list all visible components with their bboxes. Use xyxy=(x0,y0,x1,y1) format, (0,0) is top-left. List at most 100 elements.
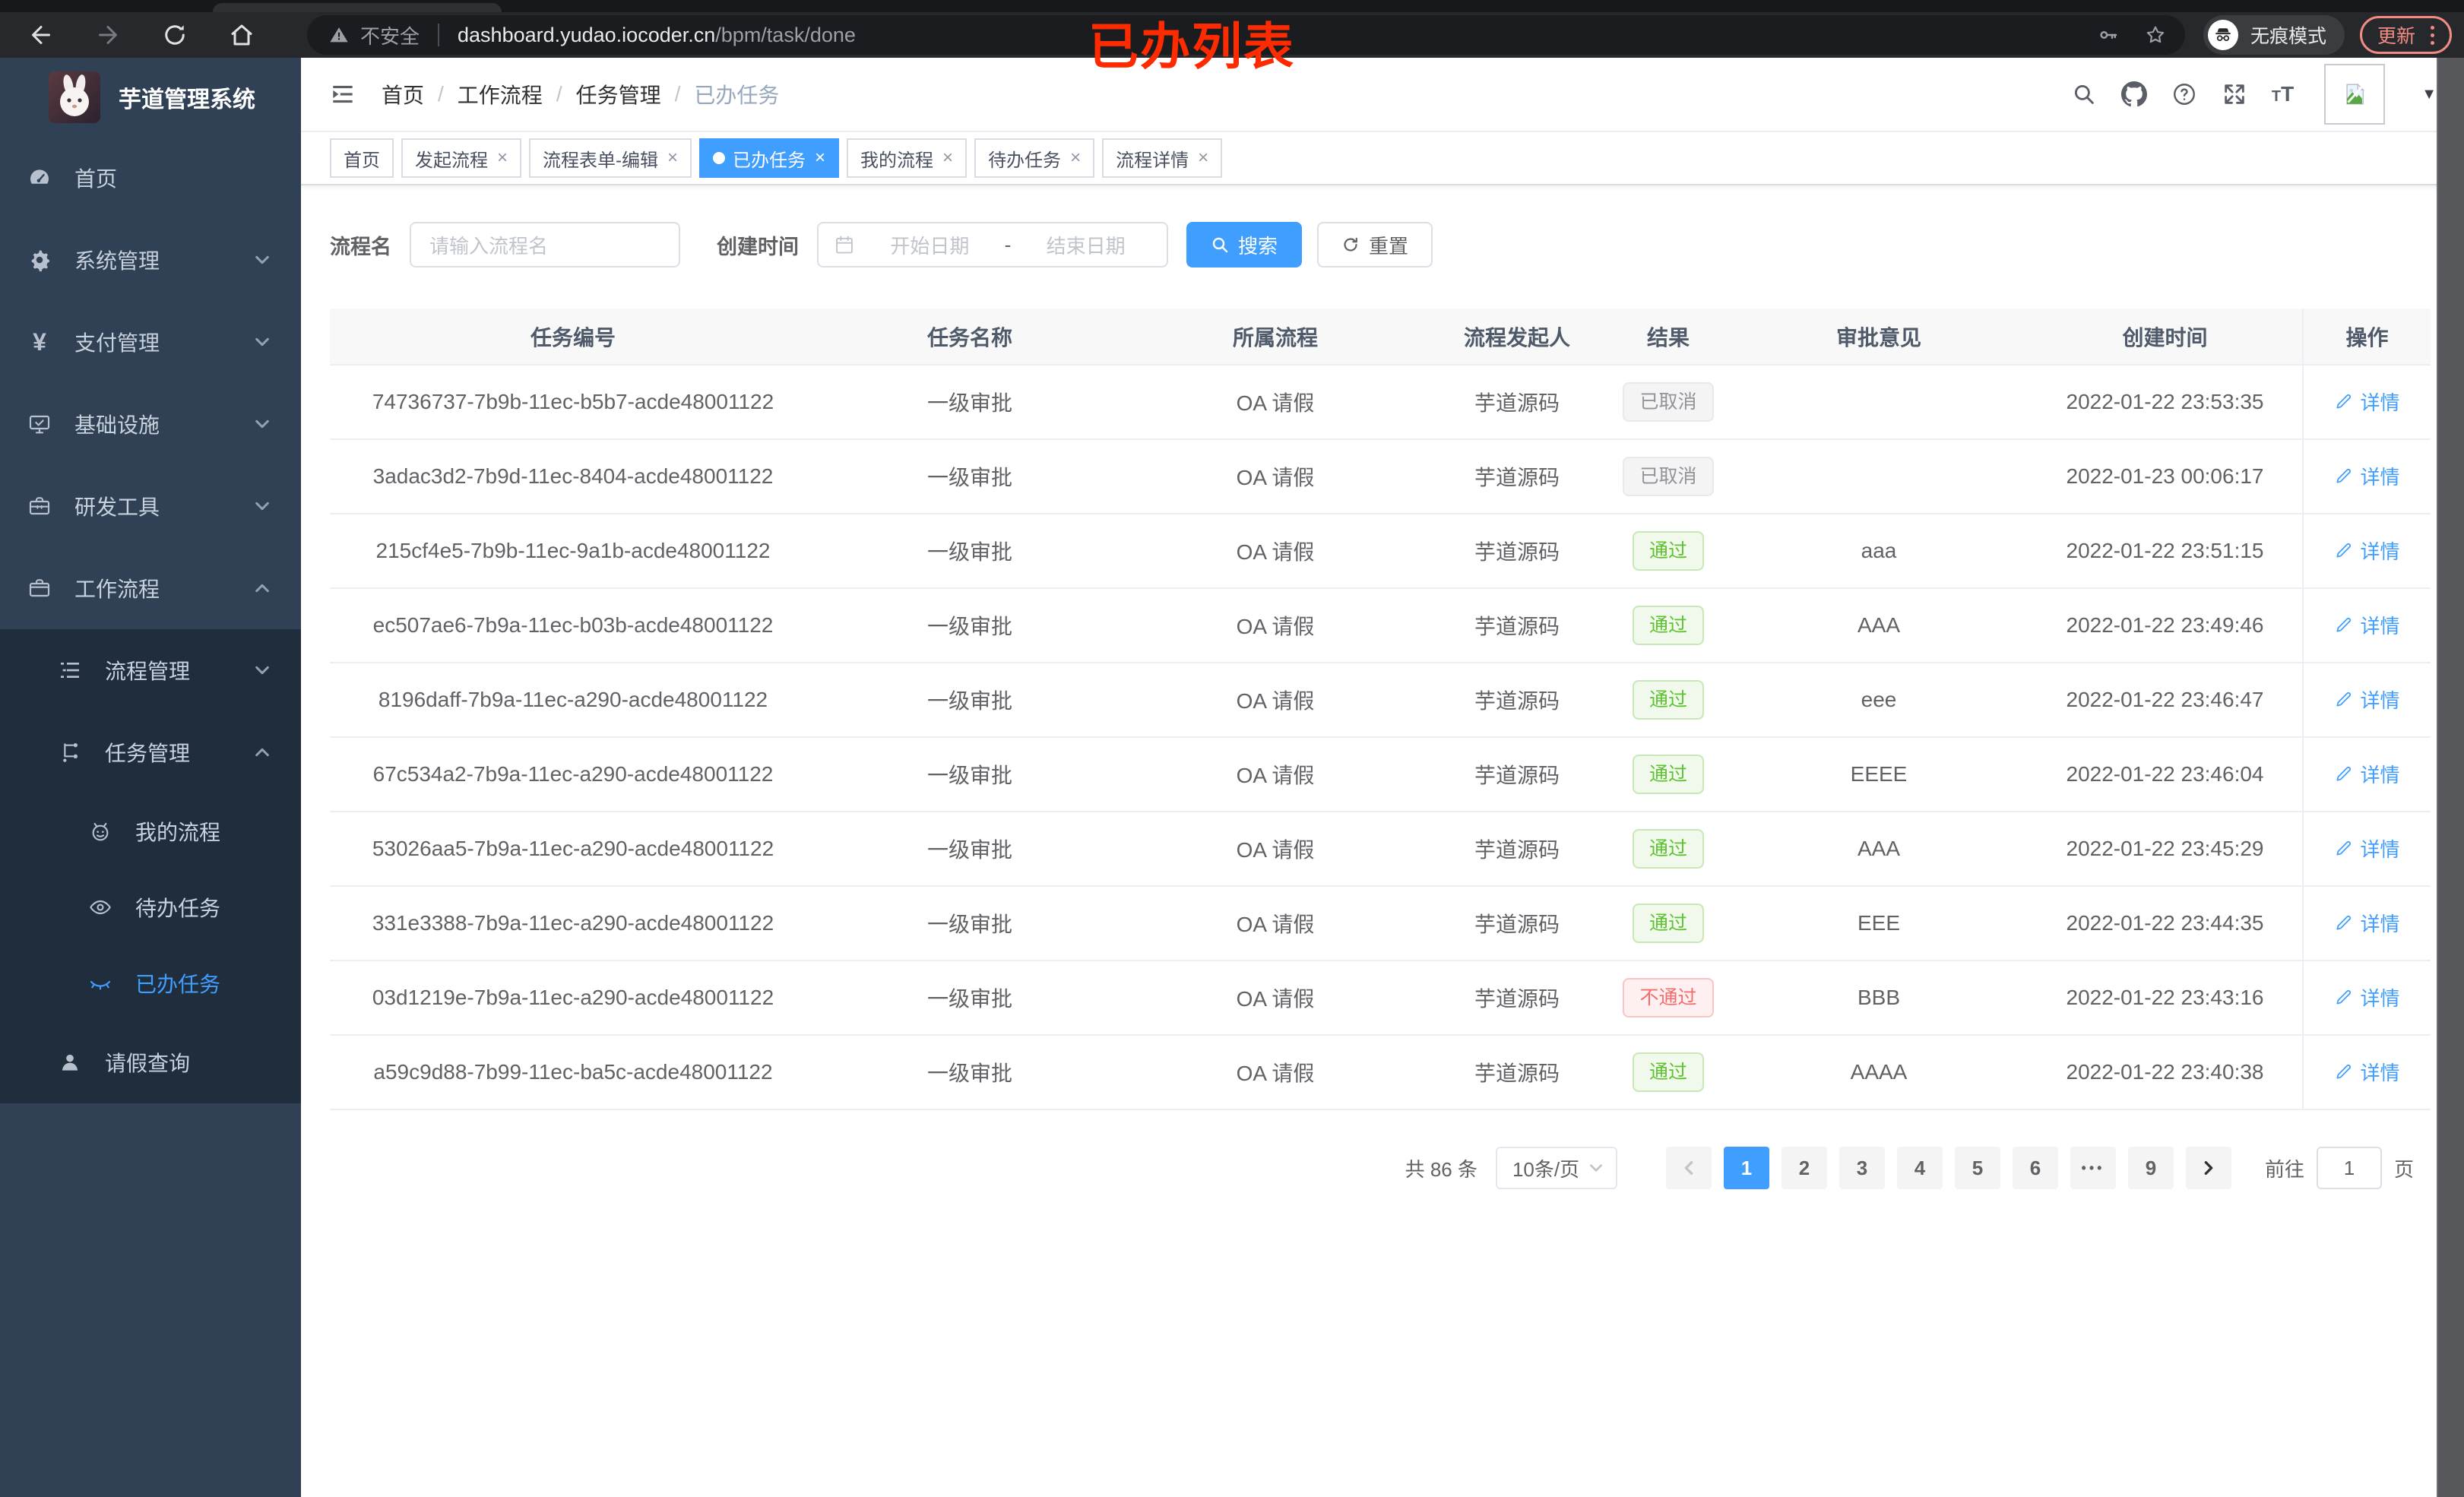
page-button[interactable]: 6 xyxy=(2012,1147,2058,1189)
process-name-input[interactable]: 请输入流程名 xyxy=(410,222,680,267)
sidebar-item-task-mgmt[interactable]: 任务管理 xyxy=(0,711,301,793)
table-row: ec507ae6-7b9a-11ec-b03b-acde48001122 一级审批… xyxy=(330,588,2431,663)
date-range-input[interactable]: 开始日期 - 结束日期 xyxy=(817,222,1168,267)
page-button[interactable]: 4 xyxy=(1896,1147,1943,1189)
tag-tab-done-tasks[interactable]: 已办任务 × xyxy=(699,138,840,178)
result-badge: 不通过 xyxy=(1623,978,1714,1018)
bookmark-star-icon[interactable] xyxy=(2144,24,2167,46)
detail-button[interactable]: 详情 xyxy=(2334,611,2400,639)
detail-button[interactable]: 详情 xyxy=(2334,909,2400,937)
tag-tab-home[interactable]: 首页 xyxy=(330,138,394,178)
browser-tabstrip xyxy=(0,0,2464,12)
sidebar-item-pay[interactable]: ¥ 支付管理 xyxy=(0,301,301,383)
sidebar-item-todo-tasks[interactable]: 待办任务 xyxy=(0,869,301,945)
done-task-table: 任务编号 任务名称 所属流程 流程发起人 结果 审批意见 创建时间 操作 xyxy=(330,309,2431,1110)
table-row: a59c9d88-7b99-11ec-ba5c-acde48001122 一级审批… xyxy=(330,1035,2431,1110)
sidebar-item-my-process[interactable]: 我的流程 xyxy=(0,793,301,869)
detail-button[interactable]: 详情 xyxy=(2334,536,2400,565)
update-button[interactable]: 更新 xyxy=(2359,16,2452,54)
avatar-caret-icon[interactable]: ▼ xyxy=(2421,85,2437,103)
tag-tab-form-edit[interactable]: 流程表单-编辑 × xyxy=(529,138,692,178)
close-icon[interactable]: × xyxy=(1198,147,1209,168)
process-name-label: 流程名 xyxy=(330,235,391,258)
address-bar[interactable]: 不安全 dashboard.yudao.iocoder.cn/bpm/task/… xyxy=(307,15,2185,55)
font-size-icon[interactable]: TT xyxy=(2271,82,2295,106)
edit-pen-icon xyxy=(2336,767,2352,781)
more-pages-button[interactable]: ••• xyxy=(2070,1147,2116,1189)
app-logo[interactable]: 芋道管理系统 xyxy=(0,58,301,137)
col-task-id: 任务编号 xyxy=(330,309,816,366)
sidebar-item-system[interactable]: 系统管理 xyxy=(0,219,301,301)
close-icon[interactable]: × xyxy=(942,147,954,168)
tag-tab-process-detail[interactable]: 流程详情 × xyxy=(1102,138,1223,178)
tag-tab-start-process[interactable]: 发起流程 × xyxy=(401,138,522,178)
page-button[interactable]: 3 xyxy=(1838,1147,1885,1189)
page-button[interactable]: 2 xyxy=(1781,1147,1827,1189)
page-button[interactable]: 9 xyxy=(2127,1147,2174,1189)
yen-icon: ¥ xyxy=(33,328,46,356)
github-icon[interactable] xyxy=(2120,81,2147,107)
incognito-badge: 无痕模式 xyxy=(2203,15,2345,55)
detail-button[interactable]: 详情 xyxy=(2334,462,2400,490)
breadcrumb-home[interactable]: 首页 xyxy=(382,84,425,107)
prev-page-button[interactable] xyxy=(1665,1147,1712,1189)
detail-button[interactable]: 详情 xyxy=(2334,834,2400,862)
end-date-field[interactable]: 结束日期 xyxy=(1046,234,1126,258)
tree-list-icon xyxy=(58,658,82,682)
start-date-field[interactable]: 开始日期 xyxy=(890,234,970,258)
browser-tab[interactable] xyxy=(213,3,502,12)
not-secure-label: 不安全 xyxy=(360,24,420,48)
forward-icon[interactable] xyxy=(94,21,122,49)
tag-tab-my-process[interactable]: 我的流程 × xyxy=(847,138,968,178)
sidebar-item-done-tasks[interactable]: 已办任务 xyxy=(0,945,301,1021)
goto-page-input[interactable] xyxy=(2316,1147,2382,1189)
password-key-icon[interactable] xyxy=(2097,24,2120,46)
edit-pen-icon xyxy=(2336,841,2352,856)
browser-menu-icon[interactable] xyxy=(2431,25,2434,45)
chevron-down-icon xyxy=(1589,1164,1602,1172)
close-icon[interactable]: × xyxy=(667,147,679,168)
next-page-button[interactable] xyxy=(2185,1147,2231,1189)
fullscreen-icon[interactable] xyxy=(2222,81,2247,107)
avatar[interactable] xyxy=(2324,64,2386,125)
chevron-down-icon xyxy=(255,502,269,511)
detail-button[interactable]: 详情 xyxy=(2334,388,2400,416)
result-badge: 已取消 xyxy=(1623,382,1714,422)
help-icon[interactable] xyxy=(2171,81,2197,107)
monitor-icon xyxy=(27,412,52,436)
sidebar-item-label: 基础设施 xyxy=(74,413,160,437)
breadcrumb-task-mgmt[interactable]: 任务管理 xyxy=(575,84,661,107)
detail-button[interactable]: 详情 xyxy=(2334,760,2400,788)
sidebar-item-devtools[interactable]: 研发工具 xyxy=(0,465,301,547)
sidebar-item-process-mgmt[interactable]: 流程管理 xyxy=(0,629,301,711)
chevron-up-icon xyxy=(255,584,269,593)
search-icon[interactable] xyxy=(2071,81,2097,107)
page-button[interactable]: 1 xyxy=(1723,1147,1769,1189)
result-badge: 通过 xyxy=(1632,755,1704,794)
detail-button[interactable]: 详情 xyxy=(2334,1058,2400,1086)
sidebar-item-workflow[interactable]: 工作流程 xyxy=(0,547,301,629)
result-badge: 通过 xyxy=(1632,829,1704,869)
back-icon[interactable] xyxy=(27,21,55,49)
close-icon[interactable]: × xyxy=(815,147,826,168)
scrollbar[interactable] xyxy=(2437,58,2464,1497)
sidebar-toggle-icon[interactable] xyxy=(328,80,357,109)
close-icon[interactable]: × xyxy=(497,147,508,168)
close-icon[interactable]: × xyxy=(1070,147,1082,168)
sidebar-item-home[interactable]: 首页 xyxy=(0,137,301,219)
detail-button[interactable]: 详情 xyxy=(2334,983,2400,1011)
tag-tab-todo-tasks[interactable]: 待办任务 × xyxy=(974,138,1095,178)
detail-button[interactable]: 详情 xyxy=(2334,685,2400,714)
home-icon[interactable] xyxy=(228,21,255,49)
sidebar-item-leave-query[interactable]: 请假查询 xyxy=(0,1021,301,1103)
reset-button[interactable]: 重置 xyxy=(1317,222,1433,267)
page-button[interactable]: 5 xyxy=(1954,1147,2000,1189)
page-size-select[interactable]: 10条/页 xyxy=(1495,1147,1617,1189)
sidebar-item-infra[interactable]: 基础设施 xyxy=(0,383,301,465)
result-badge: 通过 xyxy=(1632,606,1704,645)
reload-icon[interactable] xyxy=(161,21,188,49)
result-badge: 通过 xyxy=(1632,904,1704,943)
breadcrumb-workflow[interactable]: 工作流程 xyxy=(457,84,543,107)
search-button[interactable]: 搜索 xyxy=(1186,222,1303,267)
